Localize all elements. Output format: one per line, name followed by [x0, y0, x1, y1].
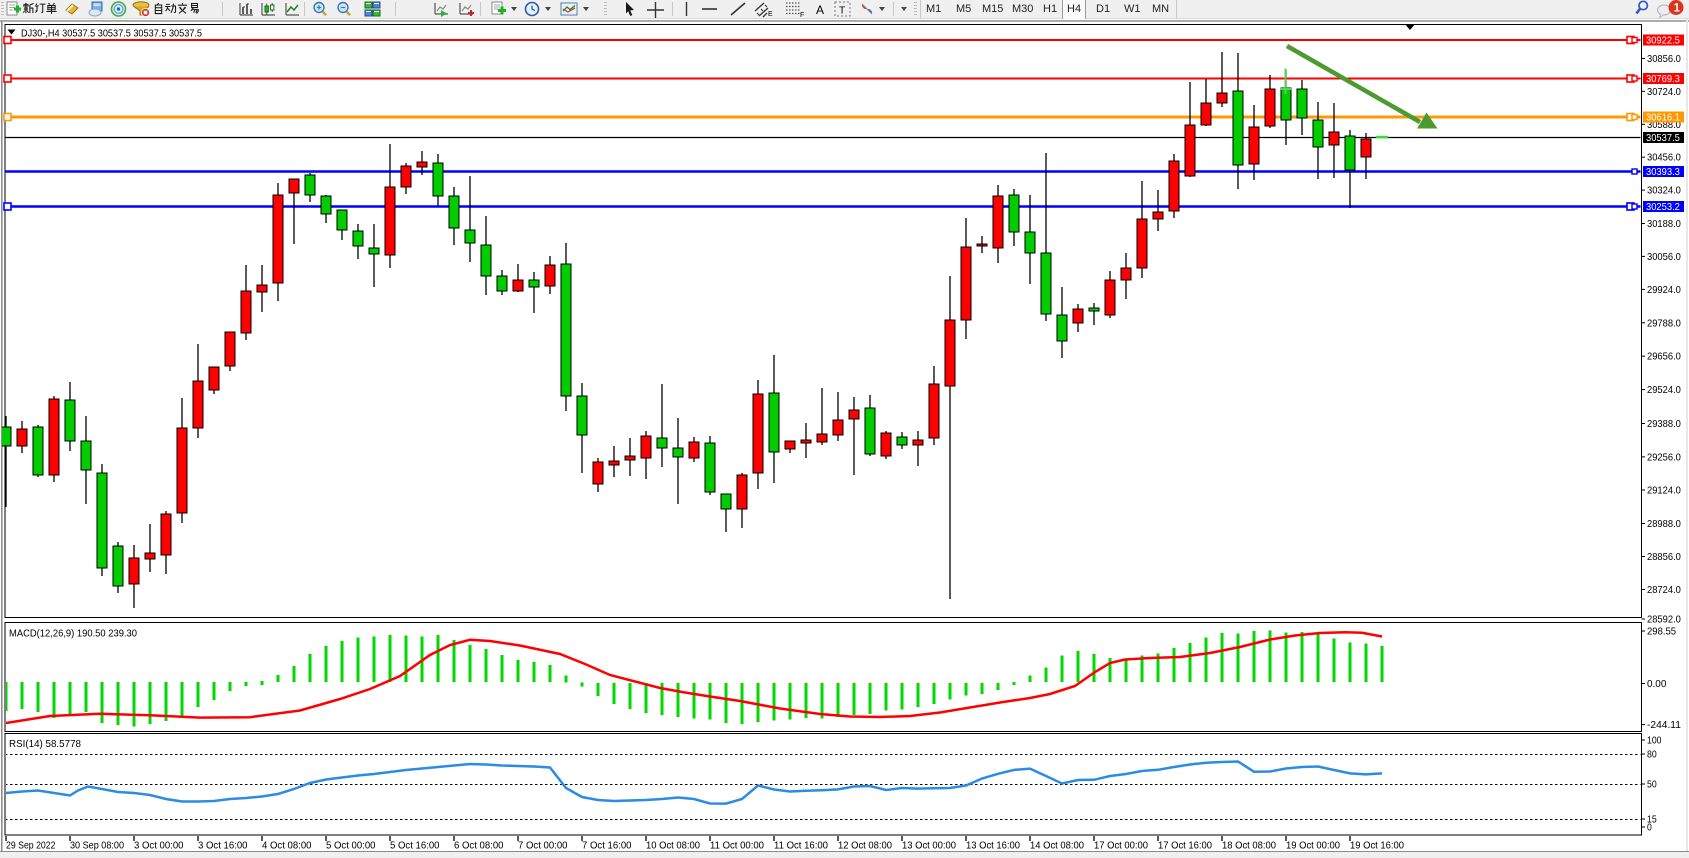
svg-text:14 Oct 08:00: 14 Oct 08:00 [1030, 840, 1084, 852]
svg-text:28856.0: 28856.0 [1647, 551, 1681, 563]
svg-text:30616.1: 30616.1 [1646, 112, 1680, 124]
svg-text:10 Oct 08:00: 10 Oct 08:00 [646, 840, 700, 852]
svg-text:15: 15 [1647, 814, 1657, 826]
svg-text:30253.2: 30253.2 [1646, 201, 1680, 213]
svg-text:13 Oct 00:00: 13 Oct 00:00 [902, 840, 956, 852]
svg-text:3 Oct 16:00: 3 Oct 16:00 [198, 840, 248, 852]
svg-text:T: T [839, 6, 845, 17]
svg-text:30 Sep 08:00: 30 Sep 08:00 [70, 840, 124, 852]
svg-text:19 Oct 00:00: 19 Oct 00:00 [1286, 840, 1340, 852]
svg-text:DJ30-,H4 30537.5 30537.5 3053: DJ30-,H4 30537.5 30537.5 30537.5 30537.5 [21, 28, 202, 40]
svg-text:50: 50 [1647, 779, 1657, 791]
svg-text:29788.0: 29788.0 [1647, 317, 1681, 329]
svg-text:30724.0: 30724.0 [1647, 86, 1681, 98]
svg-text:30537.5: 30537.5 [1646, 132, 1680, 144]
svg-text:3 Oct 00:00: 3 Oct 00:00 [134, 840, 184, 852]
svg-text:18 Oct 08:00: 18 Oct 08:00 [1222, 840, 1276, 852]
svg-text:5 Oct 00:00: 5 Oct 00:00 [326, 840, 376, 852]
svg-text:30056.0: 30056.0 [1647, 251, 1681, 263]
svg-text:29256.0: 29256.0 [1647, 451, 1681, 463]
svg-text:30856.0: 30856.0 [1647, 53, 1681, 65]
svg-text:6 Oct 08:00: 6 Oct 08:00 [454, 840, 504, 852]
svg-text:7 Oct 00:00: 7 Oct 00:00 [518, 840, 568, 852]
svg-text:7 Oct 16:00: 7 Oct 16:00 [582, 840, 632, 852]
svg-text:19 Oct 16:00: 19 Oct 16:00 [1350, 840, 1404, 852]
svg-text:0: 0 [1647, 822, 1652, 834]
svg-text:28988.0: 28988.0 [1647, 518, 1681, 530]
svg-text:30393.3: 30393.3 [1646, 166, 1680, 178]
svg-text:30769.3: 30769.3 [1646, 73, 1680, 85]
svg-text:4 Oct 08:00: 4 Oct 08:00 [262, 840, 312, 852]
svg-text:29524.0: 29524.0 [1647, 384, 1681, 396]
svg-text:17 Oct 00:00: 17 Oct 00:00 [1094, 840, 1148, 852]
svg-text:13 Oct 16:00: 13 Oct 16:00 [966, 840, 1020, 852]
svg-text:MACD(12,26,9) 190.50 239.30: MACD(12,26,9) 190.50 239.30 [9, 628, 137, 640]
svg-text:12 Oct 08:00: 12 Oct 08:00 [838, 840, 892, 852]
svg-text:11 Oct 16:00: 11 Oct 16:00 [774, 840, 828, 852]
svg-text:-244.11: -244.11 [1647, 719, 1681, 731]
svg-text:29124.0: 29124.0 [1647, 485, 1681, 497]
svg-text:0.00: 0.00 [1647, 678, 1667, 690]
svg-text:11 Oct 00:00: 11 Oct 00:00 [710, 840, 764, 852]
svg-text:1: 1 [1674, 3, 1681, 15]
svg-text:29656.0: 29656.0 [1647, 351, 1681, 363]
svg-text:30922.5: 30922.5 [1646, 35, 1680, 47]
svg-text:29 Sep 2022: 29 Sep 2022 [6, 840, 56, 852]
svg-text:29924.0: 29924.0 [1647, 284, 1681, 296]
svg-text:30324.0: 30324.0 [1647, 185, 1681, 197]
svg-text:100: 100 [1647, 735, 1662, 747]
svg-text:17 Oct 16:00: 17 Oct 16:00 [1158, 840, 1212, 852]
svg-text:298.55: 298.55 [1647, 626, 1676, 638]
svg-text:28724.0: 28724.0 [1647, 584, 1681, 596]
svg-text:30188.0: 30188.0 [1647, 218, 1681, 230]
svg-text:28592.0: 28592.0 [1647, 614, 1681, 626]
svg-text:RSI(14) 58.5778: RSI(14) 58.5778 [9, 738, 81, 750]
svg-text:F: F [800, 12, 804, 18]
svg-text:29388.0: 29388.0 [1647, 418, 1681, 430]
svg-text:5 Oct 16:00: 5 Oct 16:00 [390, 840, 440, 852]
svg-text:80: 80 [1647, 749, 1657, 761]
svg-text:30456.0: 30456.0 [1647, 152, 1681, 164]
svg-text:E: E [768, 11, 773, 18]
